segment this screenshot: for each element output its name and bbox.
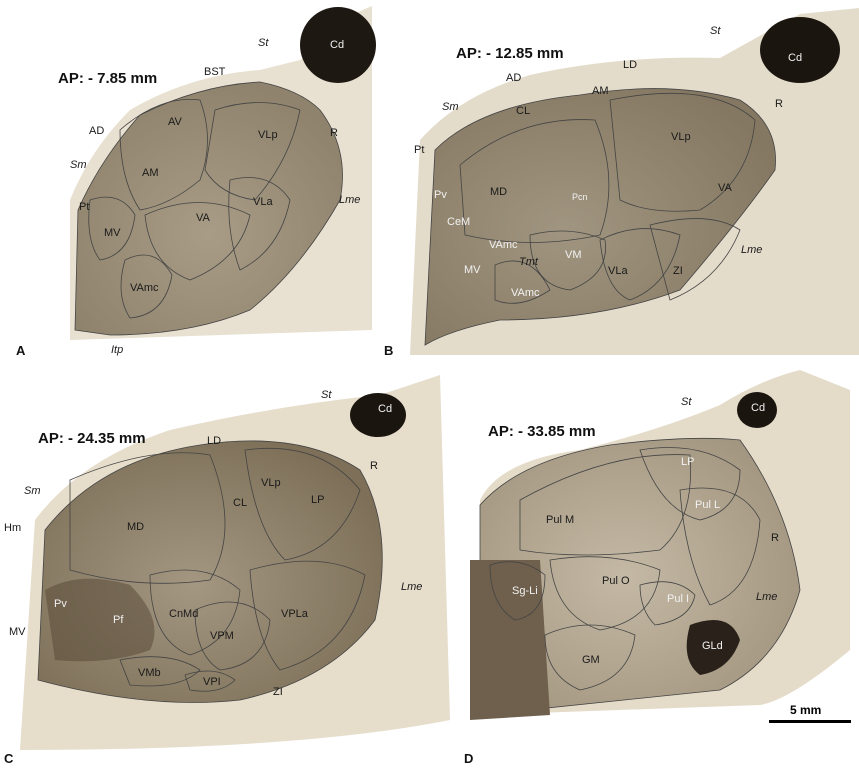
label-am-b: AM xyxy=(592,85,609,97)
label-vmb-c: VMb xyxy=(138,667,161,679)
label-hm-c: Hm xyxy=(4,522,22,534)
label-vla-b: VLa xyxy=(608,265,628,277)
label-pcn-b: Pcn xyxy=(572,192,588,202)
label-md-b: MD xyxy=(490,186,508,198)
panel-letter-c: C xyxy=(4,751,14,766)
label-ld-b: LD xyxy=(623,59,638,71)
label-zi-c: ZI xyxy=(273,686,283,698)
label-r-c: R xyxy=(370,460,378,472)
panel-letter-a: A xyxy=(16,343,26,358)
label-vla-a: VLa xyxy=(253,196,273,208)
scale-bar-label: 5 mm xyxy=(790,703,822,717)
ap-label-b: AP: - 12.85 mm xyxy=(456,45,564,62)
label-va-b: VA xyxy=(718,182,732,194)
label-lme-d: Lme xyxy=(756,591,778,603)
label-cd-d: Cd xyxy=(751,402,766,414)
label-r-b: R xyxy=(775,98,783,110)
label-lme-b: Lme xyxy=(741,244,763,256)
label-cnmd-c: CnMd xyxy=(169,608,199,620)
scale-bar xyxy=(769,720,851,723)
label-vm-b: VM xyxy=(565,249,582,261)
label-av-a: AV xyxy=(168,116,182,128)
label-lme-c: Lme xyxy=(401,581,423,593)
label-lme-a: Lme xyxy=(339,194,361,206)
label-sgli-d: Sg-Li xyxy=(512,585,538,597)
label-st-c: St xyxy=(321,389,332,401)
label-vlp-a: VLp xyxy=(258,129,278,141)
label-itp-a: Itp xyxy=(111,344,124,356)
label-vamc-a: VAmc xyxy=(130,282,159,294)
ap-label-a: AP: - 7.85 mm xyxy=(58,70,158,87)
label-pulm-d: Pul M xyxy=(546,514,575,526)
label-am-a: AM xyxy=(142,167,159,179)
label-pt-b: Pt xyxy=(414,144,425,156)
label-ld-c: LD xyxy=(207,435,222,447)
label-tmt-b: Tmt xyxy=(519,256,538,268)
label-sm-b: Sm xyxy=(442,101,459,113)
label-st-d: St xyxy=(681,396,692,408)
label-ad-b: AD xyxy=(506,72,522,84)
label-vpi-c: VPI xyxy=(203,676,221,688)
label-va-a: VA xyxy=(196,212,210,224)
ap-label-d: AP: - 33.85 mm xyxy=(488,423,596,440)
panel-b-section-image xyxy=(410,8,859,355)
label-mv-a: MV xyxy=(104,227,121,239)
panel-c: AP: - 24.35 mm St Cd LD R VLp Sm CL LP H… xyxy=(0,360,460,770)
label-sm-a: Sm xyxy=(70,159,87,171)
panel-c-section-image xyxy=(20,375,450,750)
label-pulo-d: Pul O xyxy=(602,575,630,587)
label-bst-a: BST xyxy=(204,66,226,78)
label-pull-d: Pul L xyxy=(695,499,721,511)
label-lp-c: LP xyxy=(311,494,325,506)
label-mv-c: MV xyxy=(9,626,26,638)
label-vlp-c: VLp xyxy=(261,477,281,489)
label-md-c: MD xyxy=(127,521,145,533)
label-r-a: R xyxy=(330,127,338,139)
panel-d-section-image xyxy=(470,370,850,720)
label-vamc-b: VAmc xyxy=(489,239,518,251)
panel-letter-b: B xyxy=(384,343,394,358)
label-gld-d: GLd xyxy=(702,640,723,652)
label-cd-b: Cd xyxy=(788,52,803,64)
label-cd-c: Cd xyxy=(378,403,393,415)
panel-a: AP: - 7.85 mm Cd St BST AD Sm AV VLp R A… xyxy=(0,0,380,360)
label-pv-b: Pv xyxy=(434,189,447,201)
label-sm-c: Sm xyxy=(24,485,41,497)
label-gm-d: GM xyxy=(582,654,600,666)
label-vamc2-b: VAmc xyxy=(511,287,540,299)
label-cl-b: CL xyxy=(516,105,531,117)
label-cl-c: CL xyxy=(233,497,248,509)
label-cem-b: CeM xyxy=(447,216,471,228)
panel-b: AP: - 12.85 mm St Cd LD AD AM Sm CL R VL… xyxy=(380,0,859,360)
label-cd-a: Cd xyxy=(330,39,345,51)
label-puli-d: Pul I xyxy=(667,593,690,605)
label-zi-b: ZI xyxy=(673,265,683,277)
panel-a-section-image xyxy=(70,6,376,340)
label-ad-a: AD xyxy=(89,125,105,137)
label-lp-d: LP xyxy=(681,456,695,468)
label-pt-a: Pt xyxy=(79,201,90,213)
panel-letter-d: D xyxy=(464,751,474,766)
label-st-b: St xyxy=(710,25,721,37)
label-pf-c: Pf xyxy=(113,614,124,626)
panel-d: AP: - 33.85 mm St Cd LP Pul M Pul L R Sg… xyxy=(460,360,859,770)
label-vpm-c: VPM xyxy=(210,630,234,642)
label-r-d: R xyxy=(771,532,779,544)
label-vpla-c: VPLa xyxy=(281,608,308,620)
label-mv-b: MV xyxy=(464,264,481,276)
label-pv-c: Pv xyxy=(54,598,67,610)
label-st-a: St xyxy=(258,37,269,49)
label-vlp-b: VLp xyxy=(671,131,691,143)
ap-label-c: AP: - 24.35 mm xyxy=(38,430,146,447)
